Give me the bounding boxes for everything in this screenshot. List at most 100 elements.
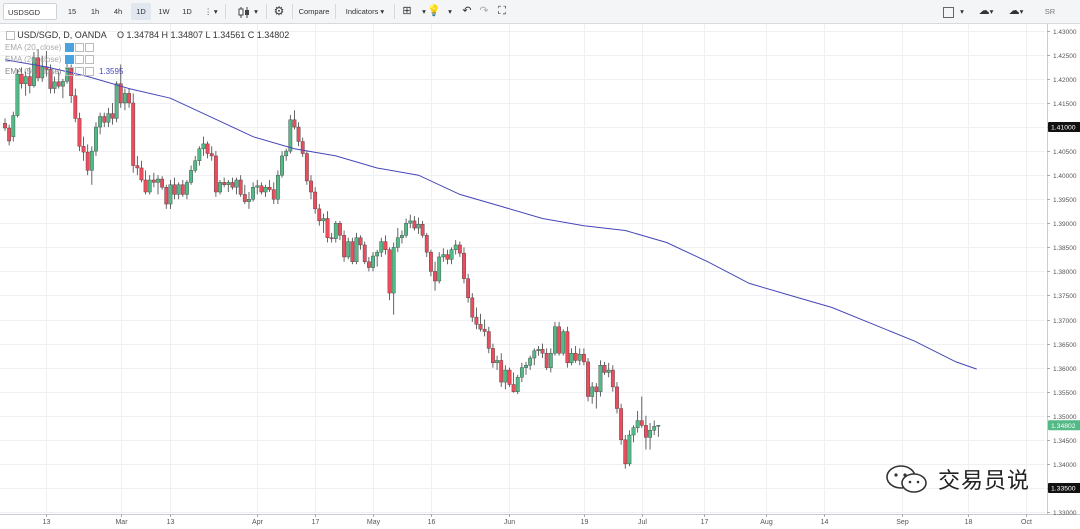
candle-up <box>11 115 16 137</box>
lightbulb-icon: 💡 <box>427 5 441 17</box>
price-chart[interactable]: 1.43000 1.42500 1.42000 1.41500 1.41000 1.405… <box>0 24 1080 529</box>
chart-type-button[interactable]: ▾ <box>230 3 264 20</box>
candle-up <box>168 184 173 205</box>
candle-down <box>429 251 433 272</box>
candle-down <box>180 184 185 195</box>
candle-down <box>213 155 218 193</box>
undo-icon: ↶ <box>462 5 472 17</box>
candle-up <box>453 244 458 250</box>
candle-up <box>495 360 499 364</box>
candle-down <box>350 241 355 262</box>
candle-up <box>156 178 160 183</box>
add-alert-button[interactable]: ⊞ <box>398 3 416 20</box>
idea-button[interactable]: 💡 <box>424 3 444 20</box>
candle-up <box>408 220 413 224</box>
candle-down <box>7 127 12 142</box>
idea-menu-button[interactable]: ▾ <box>444 3 456 20</box>
interval-1d[interactable]: 1D <box>131 3 151 20</box>
candle-up <box>346 241 351 258</box>
interval-1d-extra[interactable]: 1D <box>182 7 192 16</box>
undo-button[interactable]: ↶ <box>459 3 475 20</box>
candle-up <box>263 186 268 193</box>
eye-icon[interactable] <box>64 67 74 77</box>
templates-button[interactable]: ▾ <box>418 3 430 20</box>
y-tick-label: 1.41500 <box>1053 101 1077 108</box>
candle-up <box>548 353 553 368</box>
fullscreen-button[interactable]: ⛶ <box>494 3 510 20</box>
candle-down <box>36 57 40 79</box>
settings-button[interactable]: ⚙ <box>270 3 288 20</box>
close-icon[interactable] <box>84 67 94 77</box>
y-tick-label: 1.36000 <box>1053 366 1077 373</box>
eye-icon[interactable] <box>64 55 74 65</box>
candle-up <box>532 350 537 359</box>
toolbar-divider <box>292 4 293 19</box>
cloud-save-button[interactable]: ☁▾ <box>1003 3 1029 20</box>
x-tick-label: Mar <box>115 519 128 526</box>
close-icon[interactable] <box>84 43 94 53</box>
candle-up <box>255 185 260 188</box>
sr-button[interactable]: SR <box>1044 7 1056 16</box>
y-tick-label: 1.42500 <box>1053 53 1077 60</box>
candle-down <box>610 369 615 388</box>
candle-up <box>193 160 198 171</box>
cloud-load-button[interactable]: ☁▾ <box>973 3 999 20</box>
candle-up <box>321 218 326 222</box>
candle-up <box>52 81 57 89</box>
candle-chart-icon <box>238 6 250 18</box>
candle-down <box>329 237 334 239</box>
candle-down <box>325 218 330 238</box>
close-icon[interactable] <box>84 55 94 65</box>
layout-menu-button[interactable]: ▾ <box>957 3 967 20</box>
candle-down <box>462 252 466 279</box>
fullscreen-icon: ⛶ <box>498 5 506 17</box>
chevron-down-icon: ▾ <box>422 7 426 16</box>
compare-button[interactable]: Compare <box>298 7 330 16</box>
candle-up <box>234 179 239 188</box>
alert-plus-icon: ⊞ <box>402 5 412 17</box>
candle-down <box>230 182 235 188</box>
candle-down <box>619 408 624 441</box>
price-label: 1.41000 <box>1051 125 1076 132</box>
candle-down <box>48 69 53 89</box>
candle-down <box>424 235 429 253</box>
y-tick-label: 1.40000 <box>1053 173 1077 180</box>
candle-up <box>519 367 524 378</box>
candle-up <box>60 81 65 87</box>
x-tick-label: Aug <box>760 519 773 526</box>
candle-up <box>106 113 111 123</box>
symbol-input[interactable]: USDSGD <box>3 3 57 20</box>
indicators-button[interactable]: Indicators ▾ <box>339 3 391 20</box>
collapse-icon[interactable] <box>6 31 15 41</box>
indicators-label: Indicators <box>345 7 379 16</box>
x-tick-label: 17 <box>312 519 320 526</box>
interval-4h[interactable]: 4h <box>113 7 123 16</box>
candle-up <box>284 150 289 157</box>
settings-icon[interactable] <box>74 43 84 53</box>
candle-up <box>652 426 657 431</box>
candle-down <box>602 365 607 373</box>
candle-down <box>540 349 545 354</box>
chevron-down-icon: ▾ <box>252 7 258 16</box>
candle-down <box>507 369 512 385</box>
candle-up <box>40 66 45 79</box>
legend-ema-2: EMA (20, close) <box>5 55 94 65</box>
settings-icon[interactable] <box>74 67 84 77</box>
candle-up <box>98 116 103 128</box>
interval-1h[interactable]: 1h <box>90 7 100 16</box>
candle-up <box>226 182 231 185</box>
candle-up <box>606 369 611 373</box>
time-axis: 13 Mar 13 Apr 17 May 16 Jun 19 Jul 17 Aug 14 Sep 18 Oct <box>43 514 1032 526</box>
layout-button[interactable] <box>940 3 956 20</box>
interval-15[interactable]: 15 <box>67 7 77 16</box>
interval-1w[interactable]: 1W <box>158 7 170 16</box>
settings-icon[interactable] <box>74 55 84 65</box>
redo-button[interactable]: ↷ <box>476 3 492 20</box>
candle-down <box>292 119 297 128</box>
interval-menu-button[interactable]: ⋮ ▾ <box>200 3 222 20</box>
candle-down <box>73 95 78 119</box>
candle-up <box>404 223 408 236</box>
candle-up <box>395 237 400 248</box>
candle-down <box>151 179 156 183</box>
eye-icon[interactable] <box>64 43 74 53</box>
